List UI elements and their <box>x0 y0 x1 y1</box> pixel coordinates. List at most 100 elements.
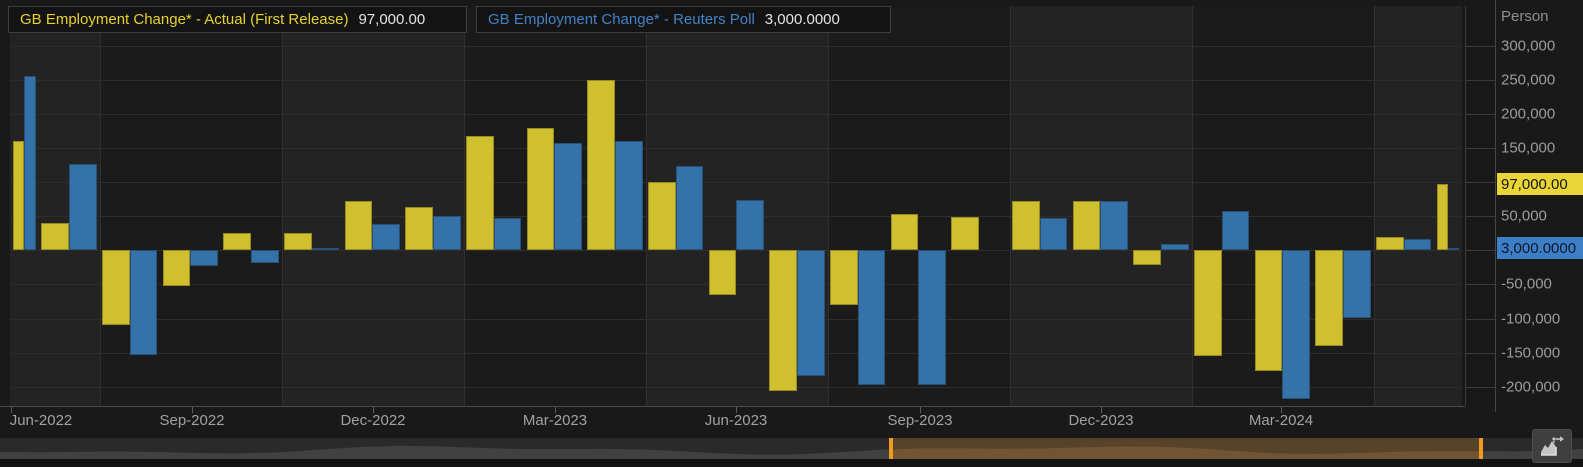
vertical-gridline <box>464 6 465 406</box>
y-axis-tick-label: 300,000 <box>1501 37 1556 55</box>
bar-poll-Jan-2023[interactable] <box>433 215 461 251</box>
x-axis-tick-label: Sep-2023 <box>887 412 953 429</box>
bar-actual-Nov-2022[interactable] <box>284 232 312 251</box>
bar-poll-Jun-2023[interactable] <box>736 199 764 251</box>
vertical-gridline <box>282 6 283 406</box>
bar-poll-Mar-2024[interactable] <box>1282 250 1310 399</box>
bar-actual-Sep-2022[interactable] <box>162 250 191 287</box>
bar-actual-May-2023[interactable] <box>648 182 676 251</box>
bar-actual-Oct-2022[interactable] <box>223 232 251 251</box>
x-axis-line <box>0 406 1465 407</box>
bar-poll-Feb-2024[interactable] <box>1221 211 1250 251</box>
bar-actual-Jul-2022[interactable] <box>41 223 69 251</box>
quarter-band <box>282 6 464 406</box>
quarter-band <box>100 6 282 406</box>
bar-actual-Aug-2023[interactable] <box>830 250 858 306</box>
chart-popout-icon <box>1541 436 1564 456</box>
x-axis-tick-label: Mar-2024 <box>1248 412 1314 429</box>
x-axis-tickmark <box>1281 407 1282 413</box>
x-axis-tick-label: Dec-2022 <box>340 412 406 429</box>
y-axis-line <box>1495 0 1496 412</box>
timeline-navigator[interactable] <box>0 438 1583 459</box>
horizontal-gridline <box>10 45 1462 47</box>
chart-plot-area[interactable] <box>10 6 1462 406</box>
current-value-badge-actual: 97,000.00 <box>1497 173 1583 196</box>
bar-poll-Sep-2023[interactable] <box>918 250 946 385</box>
x-axis-tickmark <box>555 407 556 413</box>
bar-poll-May-2023[interactable] <box>675 166 704 251</box>
navigator-handle-left[interactable] <box>889 438 893 459</box>
horizontal-gridline <box>10 148 1462 149</box>
horizontal-gridline <box>10 352 1462 354</box>
open-in-new-chart-button[interactable] <box>1532 429 1572 463</box>
bar-actual-Jan-2024[interactable] <box>1133 250 1161 265</box>
x-axis-tick-label: Mar-2023 <box>522 412 588 429</box>
bar-actual-Apr-2023[interactable] <box>587 79 615 251</box>
bar-actual-Mar-2023[interactable] <box>526 128 555 251</box>
bar-actual-Sep-2023[interactable] <box>890 214 919 251</box>
bar-actual-Mar-2024[interactable] <box>1254 250 1283 371</box>
x-axis-tickmark <box>920 407 921 413</box>
navigator-handle-right[interactable] <box>1479 438 1483 459</box>
x-axis-tick-label: Jun-2023 <box>704 412 768 429</box>
bar-poll-Nov-2023[interactable] <box>1039 217 1068 251</box>
y-axis-tickmark <box>1465 79 1495 81</box>
bar-actual-Aug-2022[interactable] <box>102 250 130 326</box>
bar-actual-Apr-2024[interactable] <box>1315 250 1343 346</box>
bar-poll-Jan-2024[interactable] <box>1161 244 1189 251</box>
bar-poll-Nov-2022[interactable] <box>311 247 340 251</box>
bar-poll-Dec-2023[interactable] <box>1100 201 1128 251</box>
bar-poll-May-2024[interactable] <box>1403 238 1432 251</box>
legend-poll-series[interactable]: GB Employment Change* - Reuters Poll 3,0… <box>476 6 891 33</box>
bar-poll-Apr-2024[interactable] <box>1343 250 1371 319</box>
y-axis-tickmark <box>1465 148 1495 149</box>
x-axis-tick-label: Sep-2022 <box>159 412 225 429</box>
x-axis-tick-label: Jun-2022 <box>9 412 73 429</box>
legend-actual-series[interactable]: GB Employment Change* - Actual (First Re… <box>8 6 467 33</box>
bar-poll-Feb-2023[interactable] <box>493 217 522 251</box>
bar-actual-May-2024[interactable] <box>1376 237 1404 251</box>
bar-actual-Oct-2023[interactable] <box>951 216 979 251</box>
legend-actual-label: GB Employment Change* - Actual (First Re… <box>20 11 349 28</box>
bar-actual-Jun-2022[interactable] <box>12 141 25 251</box>
y-axis-tick-label: 50,000 <box>1501 207 1547 225</box>
bar-actual-Feb-2023[interactable] <box>466 136 494 251</box>
current-value-badge-poll: 3,000.0000 <box>1497 237 1583 260</box>
bar-actual-Dec-2022[interactable] <box>344 200 373 251</box>
x-axis-tickmark <box>373 407 374 413</box>
bar-actual-Dec-2023[interactable] <box>1072 201 1101 251</box>
bar-actual-Jun-2024[interactable] <box>1436 184 1448 251</box>
y-axis-tickmark <box>1465 45 1495 47</box>
bar-poll-Aug-2022[interactable] <box>129 250 158 355</box>
navigator-selection[interactable] <box>891 438 1481 459</box>
x-axis-tick-label: Dec-2023 <box>1068 412 1134 429</box>
bar-poll-Sep-2022[interactable] <box>190 250 218 266</box>
bar-actual-Nov-2023[interactable] <box>1012 201 1040 251</box>
x-axis-tickmark <box>736 407 737 413</box>
vertical-gridline <box>1010 6 1011 406</box>
y-axis-tick-label: 150,000 <box>1501 139 1556 157</box>
quarter-band <box>1374 6 1462 406</box>
bar-actual-Jul-2023[interactable] <box>769 250 797 391</box>
bar-poll-Jun-2024[interactable] <box>1448 248 1460 251</box>
y-axis-tick-label: -200,000 <box>1501 378 1561 396</box>
bar-poll-Dec-2022[interactable] <box>372 223 400 251</box>
vertical-gridline <box>100 6 101 406</box>
bar-actual-Jan-2023[interactable] <box>405 206 433 251</box>
y-axis-tickmark <box>1465 216 1495 218</box>
horizontal-gridline <box>10 79 1462 81</box>
y-axis-tickmark <box>1465 352 1495 354</box>
bar-actual-Jun-2023[interactable] <box>708 250 737 295</box>
bar-poll-Jul-2022[interactable] <box>69 163 97 251</box>
bar-poll-Oct-2022[interactable] <box>251 250 279 263</box>
bar-actual-Feb-2024[interactable] <box>1194 250 1222 356</box>
y-axis-tick-label: -150,000 <box>1501 344 1561 362</box>
bar-poll-Mar-2023[interactable] <box>554 142 582 251</box>
bar-poll-Aug-2023[interactable] <box>857 250 886 385</box>
bar-poll-Jul-2023[interactable] <box>797 250 825 376</box>
bar-poll-Jun-2022[interactable] <box>24 76 36 251</box>
y-axis-tick-label: 200,000 <box>1501 105 1556 123</box>
horizontal-gridline <box>10 182 1462 184</box>
bar-poll-Apr-2023[interactable] <box>615 141 643 251</box>
